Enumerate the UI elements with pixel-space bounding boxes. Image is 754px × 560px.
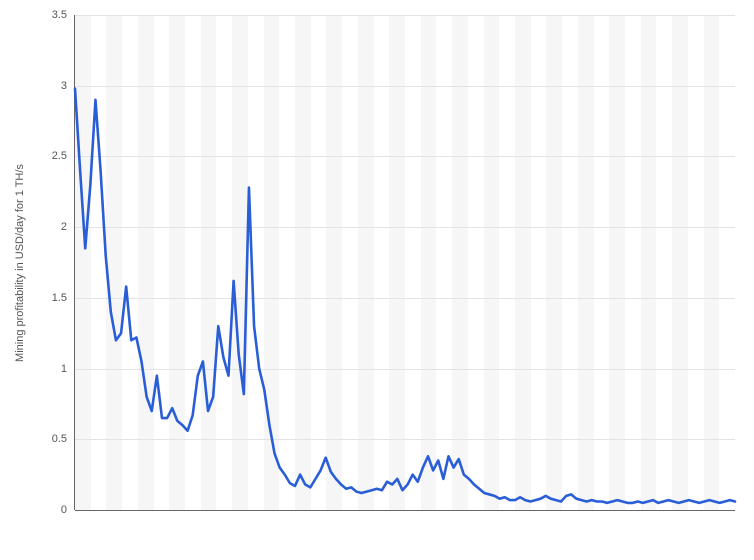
y-axis-label: Mining profitability in USD/day for 1 TH… [14,164,26,362]
y-tick-label: 3 [27,80,67,92]
y-tick-label: 2.5 [27,150,67,162]
line-mining-profitability [75,89,735,503]
x-axis-line [75,510,735,511]
y-tick-label: 2 [27,221,67,233]
y-tick-label: 1.5 [27,292,67,304]
series-svg [75,15,735,510]
chart-container: Mining profitability in USD/day for 1 TH… [0,0,754,560]
y-tick-label: 0.5 [27,433,67,445]
y-tick-label: 1 [27,363,67,375]
plot-area [75,15,735,510]
y-tick-label: 3.5 [27,9,67,21]
y-tick-label: 0 [27,504,67,516]
